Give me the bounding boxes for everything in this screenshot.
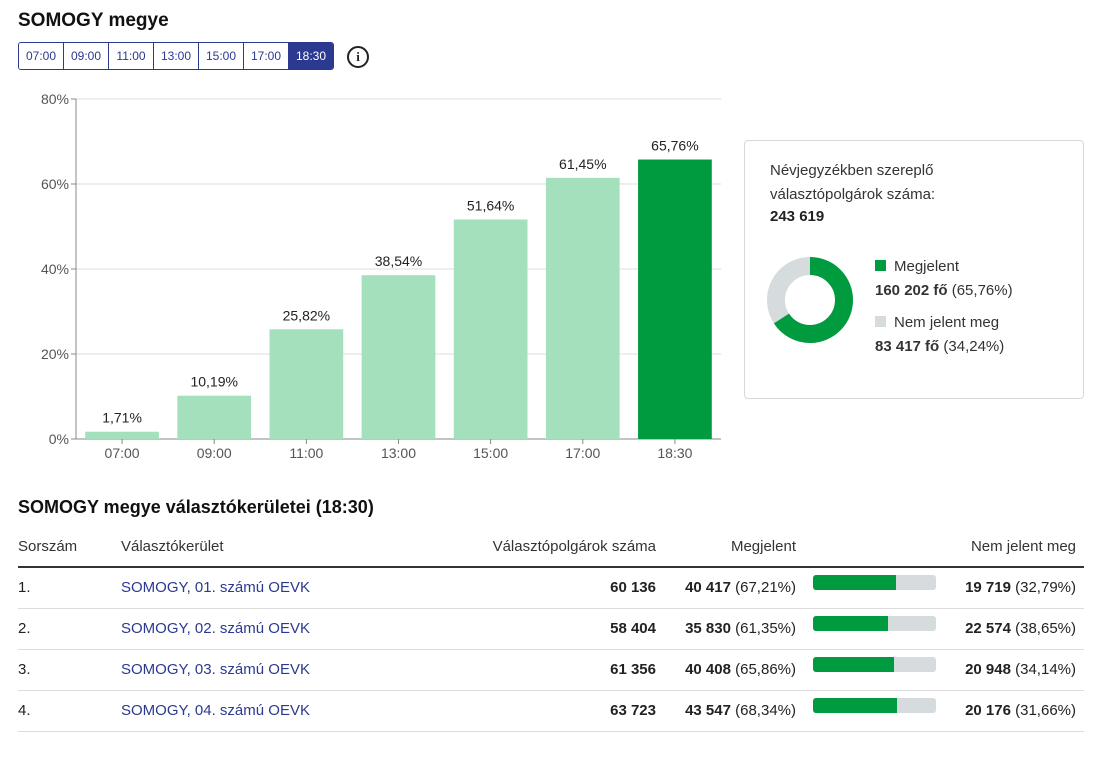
legend-present-value: 160 202 fő [875, 282, 948, 299]
legend-absent-pct: (34,24%) [943, 338, 1005, 355]
turnout-bar [813, 698, 936, 713]
header-absent: Nem jelent meg [970, 538, 1076, 555]
turnout-bar [813, 657, 936, 672]
turnout-bar [813, 616, 936, 631]
bar-value-label: 51,64% [467, 198, 514, 214]
row-idx: 1. [18, 579, 31, 596]
table-header: Sorszám Választókerület Választópolgárok… [18, 528, 1084, 568]
district-link[interactable]: SOMOGY, 03. számú OEVK [121, 661, 310, 678]
turnout-donut [767, 257, 853, 343]
row-voters: 58 404 [610, 620, 656, 637]
tab-0900[interactable]: 09:00 [64, 43, 109, 69]
header-turnout: Megjelent [730, 538, 796, 555]
x-tick-label: 07:00 [105, 445, 140, 461]
row-idx: 2. [18, 620, 31, 637]
legend-absent-value: 83 417 fő [875, 338, 940, 355]
row-turnout: 43 547 (68,34%) [685, 702, 796, 719]
bar-value-label: 25,82% [283, 307, 330, 323]
turnout-bar-fill [813, 575, 896, 590]
table-row: 3. SOMOGY, 03. számú OEVK 61 356 40 408 … [18, 649, 1084, 691]
tab-0700[interactable]: 07:00 [19, 43, 64, 69]
legend-absent-swatch [875, 316, 886, 327]
district-link[interactable]: SOMOGY, 01. számú OEVK [121, 579, 310, 596]
row-idx: 3. [18, 661, 31, 678]
bar [453, 219, 528, 439]
turnout-bar-chart: 0% 20% 40% 60% 80% 1,71% 07:00 10,19% 09:00 25,82… [41, 91, 721, 461]
info-icon[interactable]: i [347, 46, 369, 68]
registered-voters-label: Névjegyzékben szereplő választópolgárok … [770, 162, 936, 203]
row-idx: 4. [18, 702, 31, 719]
header-idx: Sorszám [18, 538, 78, 555]
tab-1300[interactable]: 13:00 [154, 43, 199, 69]
x-tick-label: 17:00 [565, 445, 600, 461]
bar [361, 275, 436, 439]
district-link[interactable]: SOMOGY, 02. számú OEVK [121, 620, 310, 637]
bar [269, 329, 344, 439]
row-absent: 19 719 (32,79%) [965, 579, 1076, 596]
tab-1500[interactable]: 15:00 [199, 43, 244, 69]
x-tick-label: 13:00 [381, 445, 416, 461]
bar-value-label: 10,19% [190, 374, 237, 390]
turnout-bar-fill [813, 616, 889, 631]
y-tick-label: 80% [41, 91, 69, 107]
table-row: 1. SOMOGY, 01. számú OEVK 60 136 40 417 … [18, 567, 1084, 609]
y-tick-label: 40% [41, 261, 69, 277]
districts-title: SOMOGY megye választókerületei (18:30) [18, 497, 374, 517]
tab-1700[interactable]: 17:00 [244, 43, 289, 69]
legend-absent-label: Nem jelent meg [894, 314, 1000, 331]
header-voters: Választópolgárok száma [492, 538, 656, 555]
registered-voters-total: 243 619 [770, 208, 825, 225]
bar [545, 177, 620, 439]
bar [85, 431, 159, 439]
bar [177, 395, 252, 439]
summary-card: Névjegyzékben szereplő választópolgárok … [744, 140, 1084, 399]
page-title: SOMOGY megye [18, 10, 169, 31]
turnout-bar-fill [813, 657, 894, 672]
x-tick-label: 18:30 [657, 445, 692, 461]
legend-present-label: Megjelent [894, 258, 960, 275]
legend-absent: Nem jelent meg 83 417 fő (34,24%) [875, 311, 1004, 359]
row-voters: 61 356 [610, 661, 656, 678]
bar-value-label: 1,71% [102, 410, 142, 426]
x-tick-label: 09:00 [197, 445, 232, 461]
bar-value-label: 38,54% [375, 253, 422, 269]
legend-present: Megjelent 160 202 fő (65,76%) [875, 255, 1013, 303]
donut-present-arc [767, 257, 853, 343]
district-link[interactable]: SOMOGY, 04. számú OEVK [121, 702, 310, 719]
legend-present-swatch [875, 260, 886, 271]
row-absent: 20 176 (31,66%) [965, 702, 1076, 719]
row-turnout: 40 408 (65,86%) [685, 661, 796, 678]
table-row: 2. SOMOGY, 02. számú OEVK 58 404 35 830 … [18, 608, 1084, 650]
bar-value-label: 65,76% [651, 138, 698, 154]
tab-1830[interactable]: 18:30 [289, 43, 333, 69]
bar [638, 159, 712, 439]
turnout-bar [813, 575, 936, 590]
row-voters: 60 136 [610, 579, 656, 596]
table-row: 4. SOMOGY, 04. számú OEVK 63 723 43 547 … [18, 690, 1084, 732]
y-tick-label: 20% [41, 346, 69, 362]
legend-present-pct: (65,76%) [951, 282, 1013, 299]
time-tabs: 07:00 09:00 11:00 13:00 15:00 17:00 18:3… [18, 42, 334, 70]
turnout-bar-fill [813, 698, 898, 713]
x-tick-label: 15:00 [473, 445, 508, 461]
row-absent: 22 574 (38,65%) [965, 620, 1076, 637]
row-turnout: 35 830 (61,35%) [685, 620, 796, 637]
tab-1100[interactable]: 11:00 [109, 43, 154, 69]
y-tick-label: 0% [49, 431, 69, 447]
row-turnout: 40 417 (67,21%) [685, 579, 796, 596]
row-absent: 20 948 (34,14%) [965, 661, 1076, 678]
x-tick-label: 11:00 [289, 445, 323, 461]
header-name: Választókerület [121, 538, 224, 555]
row-voters: 63 723 [610, 702, 656, 719]
bar-value-label: 61,45% [559, 156, 606, 172]
y-tick-label: 60% [41, 176, 69, 192]
